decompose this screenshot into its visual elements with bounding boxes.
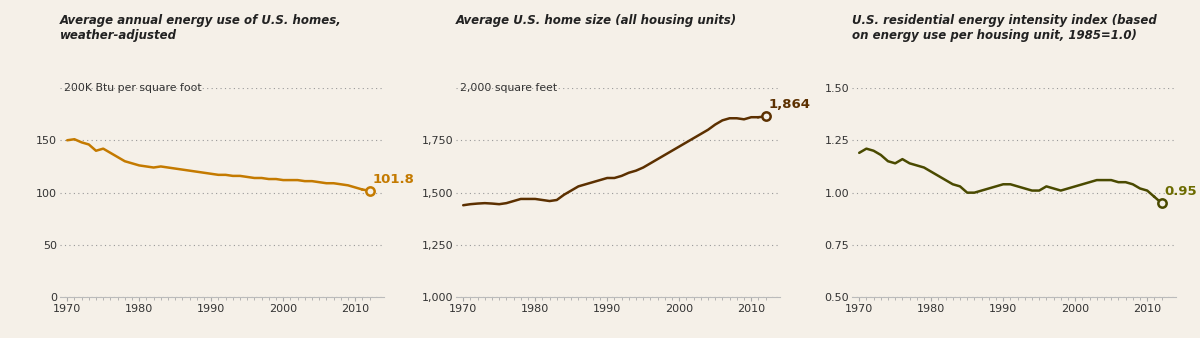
- Text: Average annual energy use of U.S. homes,
weather-adjusted: Average annual energy use of U.S. homes,…: [60, 14, 342, 42]
- Text: 1,864: 1,864: [768, 98, 810, 111]
- Text: 101.8: 101.8: [372, 173, 414, 186]
- Text: Average U.S. home size (all housing units): Average U.S. home size (all housing unit…: [456, 14, 737, 26]
- Text: 2,000 square feet: 2,000 square feet: [460, 83, 557, 93]
- Text: U.S. residential energy intensity index (based
on energy use per housing unit, 1: U.S. residential energy intensity index …: [852, 14, 1157, 42]
- Text: 200K Btu per square foot: 200K Btu per square foot: [64, 83, 202, 93]
- Text: 0.95: 0.95: [1164, 185, 1198, 198]
